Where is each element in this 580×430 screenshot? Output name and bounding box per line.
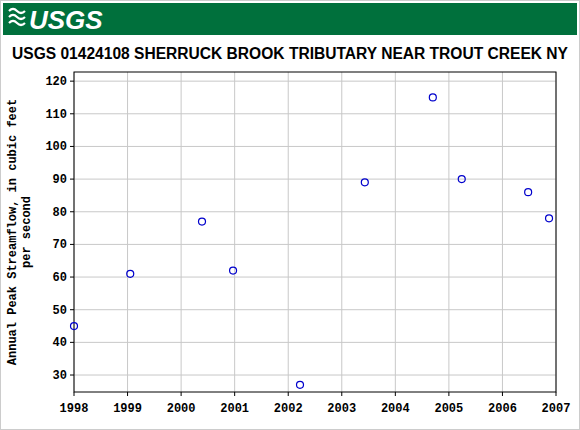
x-grid-line [288, 72, 289, 392]
title: USGS 01424108 SHERRUCK BROOK TRIBUTARY N… [12, 45, 568, 62]
y-tick [70, 81, 74, 82]
y-tick-label: 80 [53, 206, 67, 220]
x-tick [74, 392, 75, 396]
data-point [525, 189, 532, 196]
y-grid-line [74, 146, 556, 147]
x-tick [556, 392, 557, 396]
y-grid-line [74, 342, 556, 343]
x-tick [288, 392, 289, 396]
y-tick [70, 342, 74, 343]
x-tick [341, 392, 342, 396]
data-point [71, 323, 78, 330]
x-tick [181, 392, 182, 396]
y-grid-line [74, 277, 556, 278]
y-axis-label: per second [20, 196, 34, 268]
y-grid-line [74, 211, 556, 212]
x-grid-line [127, 72, 128, 392]
data-point [297, 381, 304, 388]
chart-root: USGS USGS 01424108 SHERRUCK BROOK TRIBUTA… [0, 0, 580, 430]
y-tick [70, 113, 74, 114]
x-tick [234, 392, 235, 396]
x-grid-line [181, 72, 182, 392]
y-tick-label: 60 [53, 271, 67, 285]
border [1, 1, 580, 430]
x-tick [448, 392, 449, 396]
y-tick-label: 40 [53, 336, 67, 350]
x-tick-label: 1998 [60, 402, 89, 416]
data-point [458, 176, 465, 183]
y-tick [70, 211, 74, 212]
grid [74, 72, 556, 392]
x-tick [395, 392, 396, 396]
y-grid-line [74, 375, 556, 376]
y-grid-line [74, 113, 556, 114]
plot-area [74, 72, 556, 392]
data-point [546, 215, 553, 222]
y-tick-label: 50 [53, 304, 67, 318]
y-tick-label: 100 [45, 140, 67, 154]
y-grid-line [74, 179, 556, 180]
x-grid-line [341, 72, 342, 392]
x-tick-label: 2004 [381, 402, 410, 416]
y-tick-label: 70 [53, 238, 67, 252]
y-tick-label: 110 [45, 108, 67, 122]
x-tick-label: 2002 [274, 402, 303, 416]
y-axis-label: Annual Peak Streamflow, in cubic feet [6, 99, 20, 365]
logo-wave [9, 9, 25, 13]
x-tick-label: 2001 [220, 402, 249, 416]
x-tick-label: 2000 [167, 402, 196, 416]
logo-waves [9, 9, 25, 25]
plot-frame [74, 72, 556, 392]
y-tick [70, 375, 74, 376]
y-tick [70, 309, 74, 310]
y-grid-line [74, 309, 556, 310]
x-grid-line [234, 72, 235, 392]
logo-wave [9, 21, 25, 25]
x-tick-label: 2003 [327, 402, 356, 416]
y-tick-label: 120 [45, 75, 67, 89]
data-point [198, 218, 205, 225]
y-tick [70, 244, 74, 245]
data-point [230, 267, 237, 274]
data-point [361, 179, 368, 186]
x-tick-label: 1999 [113, 402, 142, 416]
y-tick-label: 30 [53, 369, 67, 383]
x-tick [127, 392, 128, 396]
points [71, 94, 553, 388]
x-tick-label: 2007 [542, 402, 571, 416]
y-grid-line [74, 81, 556, 82]
data-point [127, 270, 134, 277]
x-tick-label: 2005 [434, 402, 463, 416]
y-tick [70, 179, 74, 180]
header-band [3, 3, 577, 35]
y-tick [70, 277, 74, 278]
y-tick-label: 90 [53, 173, 67, 187]
y-grid-line [74, 244, 556, 245]
logo-wave [9, 15, 25, 19]
x-grid-line [502, 72, 503, 392]
y-tick [70, 146, 74, 147]
x-grid-line [395, 72, 396, 392]
x-tick [502, 392, 503, 396]
data-point [429, 94, 436, 101]
x-tick-label: 2006 [488, 402, 517, 416]
x-grid-line [448, 72, 449, 392]
logo-text: USGS [29, 5, 103, 35]
